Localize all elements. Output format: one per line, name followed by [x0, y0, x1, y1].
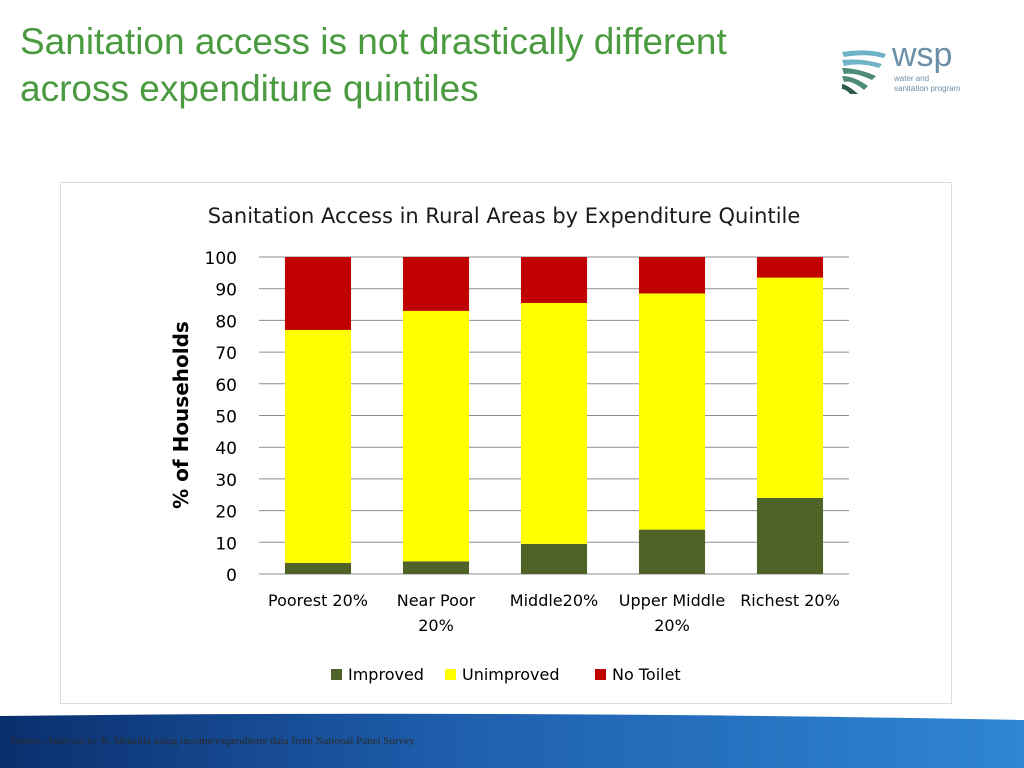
bar-unimproved-4 [638, 293, 706, 530]
y-tick-label: 100 [205, 249, 237, 269]
y-tick-labels: 0 10 20 30 40 50 60 70 80 90 100 [205, 249, 237, 586]
y-axis-label: % of Households [169, 321, 193, 509]
legend-label: Unimproved [462, 665, 560, 684]
bar-unimproved-1 [284, 329, 352, 563]
slide-title-line1: Sanitation access is not drastically dif… [20, 21, 727, 62]
logo-subtitle-line2: sanitation program [894, 84, 961, 93]
wsp-wave-icon [842, 50, 886, 94]
legend-swatch [595, 669, 606, 680]
y-tick-label: 70 [215, 344, 237, 364]
x-tick-label: 20% [418, 616, 454, 635]
y-tick-label: 20 [215, 503, 237, 523]
logo-subtitle-line1: water and [894, 74, 930, 83]
y-tick-label: 0 [226, 566, 237, 586]
x-tick-label: Middle20% [510, 591, 598, 610]
legend-swatch [331, 669, 342, 680]
bar-no-toilet-4 [638, 257, 706, 294]
logo-subtitle: water and sanitation program [894, 74, 994, 94]
logo-wordmark: wsp [892, 36, 953, 74]
bar-unimproved-5 [756, 277, 824, 498]
x-tick-label: Poorest 20% [268, 591, 368, 610]
bars [284, 257, 824, 574]
slide-title-line2: across expenditure quintiles [20, 68, 479, 109]
bar-improved-4 [638, 529, 706, 574]
y-tick-label: 60 [215, 376, 237, 396]
slide-title: Sanitation access is not drastically dif… [20, 18, 840, 112]
legend-swatch [445, 669, 456, 680]
bar-no-toilet-5 [756, 257, 824, 278]
y-tick-label: 40 [215, 439, 237, 459]
x-tick-label: Richest 20% [740, 591, 840, 610]
x-tick-label: Upper Middle [619, 591, 725, 610]
x-tick-label: 20% [654, 616, 690, 635]
chart-container: Sanitation Access in Rural Areas by Expe… [60, 182, 952, 704]
stacked-bar-chart: Sanitation Access in Rural Areas by Expe… [169, 204, 849, 684]
legend: Improved Unimproved No Toilet [331, 665, 681, 684]
x-tick-labels: Poorest 20% Near Poor 20% Middle20% Upper Mi… [268, 591, 840, 635]
chart-title: Sanitation Access in Rural Areas by Expe… [208, 204, 801, 228]
y-tick-label: 90 [215, 281, 237, 301]
legend-label: No Toilet [612, 665, 681, 684]
bar-improved-3 [520, 543, 588, 574]
x-tick-label: Near Poor [397, 591, 476, 610]
bar-no-toilet-3 [520, 257, 588, 303]
bar-improved-5 [756, 497, 824, 574]
bar-improved-2 [402, 561, 470, 574]
bar-no-toilet-2 [402, 257, 470, 311]
y-tick-label: 50 [215, 408, 237, 428]
footer-band [0, 713, 1024, 768]
source-note: Source: Analysis by K. Mdadila using inc… [10, 735, 415, 747]
legend-label: Improved [348, 665, 424, 684]
bar-unimproved-3 [520, 302, 588, 544]
wsp-logo: wsp water and sanitation program [838, 36, 988, 98]
bar-no-toilet-1 [284, 257, 352, 330]
y-tick-label: 30 [215, 471, 237, 491]
y-tick-label: 10 [215, 534, 237, 554]
bar-unimproved-2 [402, 310, 470, 562]
y-tick-label: 80 [215, 312, 237, 332]
bar-improved-1 [284, 562, 352, 574]
